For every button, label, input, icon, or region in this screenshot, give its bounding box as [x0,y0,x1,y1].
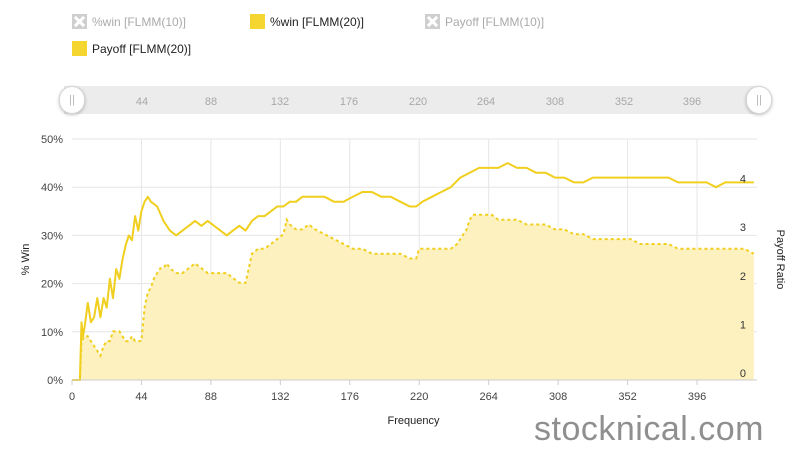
chart-legend: %win [FLMM(10)] %win [FLMM(20)] Payoff [… [0,0,800,64]
x-tick-label: 264 [480,391,498,403]
payoff-area-fill [72,214,754,380]
navigator-tick: 308 [545,96,565,108]
x-axis-title: Frequency [388,415,440,427]
x-tick-label: 220 [410,391,428,403]
range-navigator[interactable] [64,86,759,114]
y-right-tick-label: 4 [740,174,746,186]
navigator-tick: 264 [476,96,496,108]
win-line [72,162,754,381]
navigator-tick: 352 [614,96,634,108]
y-left-tick-label: 20% [41,279,63,291]
y-left-tick-label: 50% [41,134,63,146]
x-tick-label: 396 [688,391,706,403]
payoff-series [72,213,755,381]
navigator-tick: 176 [339,96,359,108]
x-tick-label: 352 [618,391,636,403]
axis-labels: 0% 10% 20% 30% 40% 50% 0 1 2 3 4 0 44 88 132 176 220 264 3… [20,134,786,427]
y-left-tick-label: 10% [41,327,63,339]
x-tick-label: 176 [341,391,359,403]
payoff-area-line [72,213,755,381]
y-right-tick-label: 3 [740,222,746,234]
y-right-axis-title: Payoff Ratio [774,230,786,290]
navigator-tick: 396 [682,96,702,108]
navigator-tick: 220 [408,96,428,108]
win-series [72,162,754,381]
legend-label: Payoff [FLMM(20)] [92,41,192,56]
watermark: stocknical.com [534,410,764,448]
x-tick-label: 308 [549,391,567,403]
x-tick-label: 88 [205,391,217,403]
legend-label: %win [FLMM(10)] [92,14,187,29]
legend-item-win-flmm20[interactable]: %win [FLMM(20)] [250,14,364,29]
y-right-tick-label: 2 [740,271,746,283]
x-tick-label: 44 [135,391,147,403]
x-tick-label: 132 [271,391,289,403]
y-right-tick-label: 0 [740,368,746,380]
legend-item-payoff-flmm20[interactable]: Payoff [FLMM(20)] [72,41,191,56]
yellow-square-icon [72,41,87,56]
yellow-square-icon [250,14,265,29]
navigator-tick: 44 [135,96,149,108]
x-box-icon [425,14,440,29]
legend-label: %win [FLMM(20)] [270,14,365,29]
navigator-tick: 88 [204,96,218,108]
x-tick-label: 0 [69,391,75,403]
navigator-right-handle[interactable]: || [746,86,772,114]
axes [71,379,757,385]
y-left-axis-title: % Win [20,244,32,276]
x-box-icon [72,14,87,29]
y-left-tick-label: 40% [41,182,63,194]
navigator-left-handle[interactable]: || [59,86,85,114]
navigator-tick: 132 [270,96,290,108]
y-left-tick-label: 0% [47,375,63,387]
y-right-tick-label: 1 [740,319,746,331]
legend-item-win-flmm10[interactable]: %win [FLMM(10)] [72,14,186,29]
legend-item-payoff-flmm10[interactable]: Payoff [FLMM(10)] [425,14,544,29]
y-left-tick-label: 30% [41,230,63,242]
legend-label: Payoff [FLMM(10)] [445,14,545,29]
